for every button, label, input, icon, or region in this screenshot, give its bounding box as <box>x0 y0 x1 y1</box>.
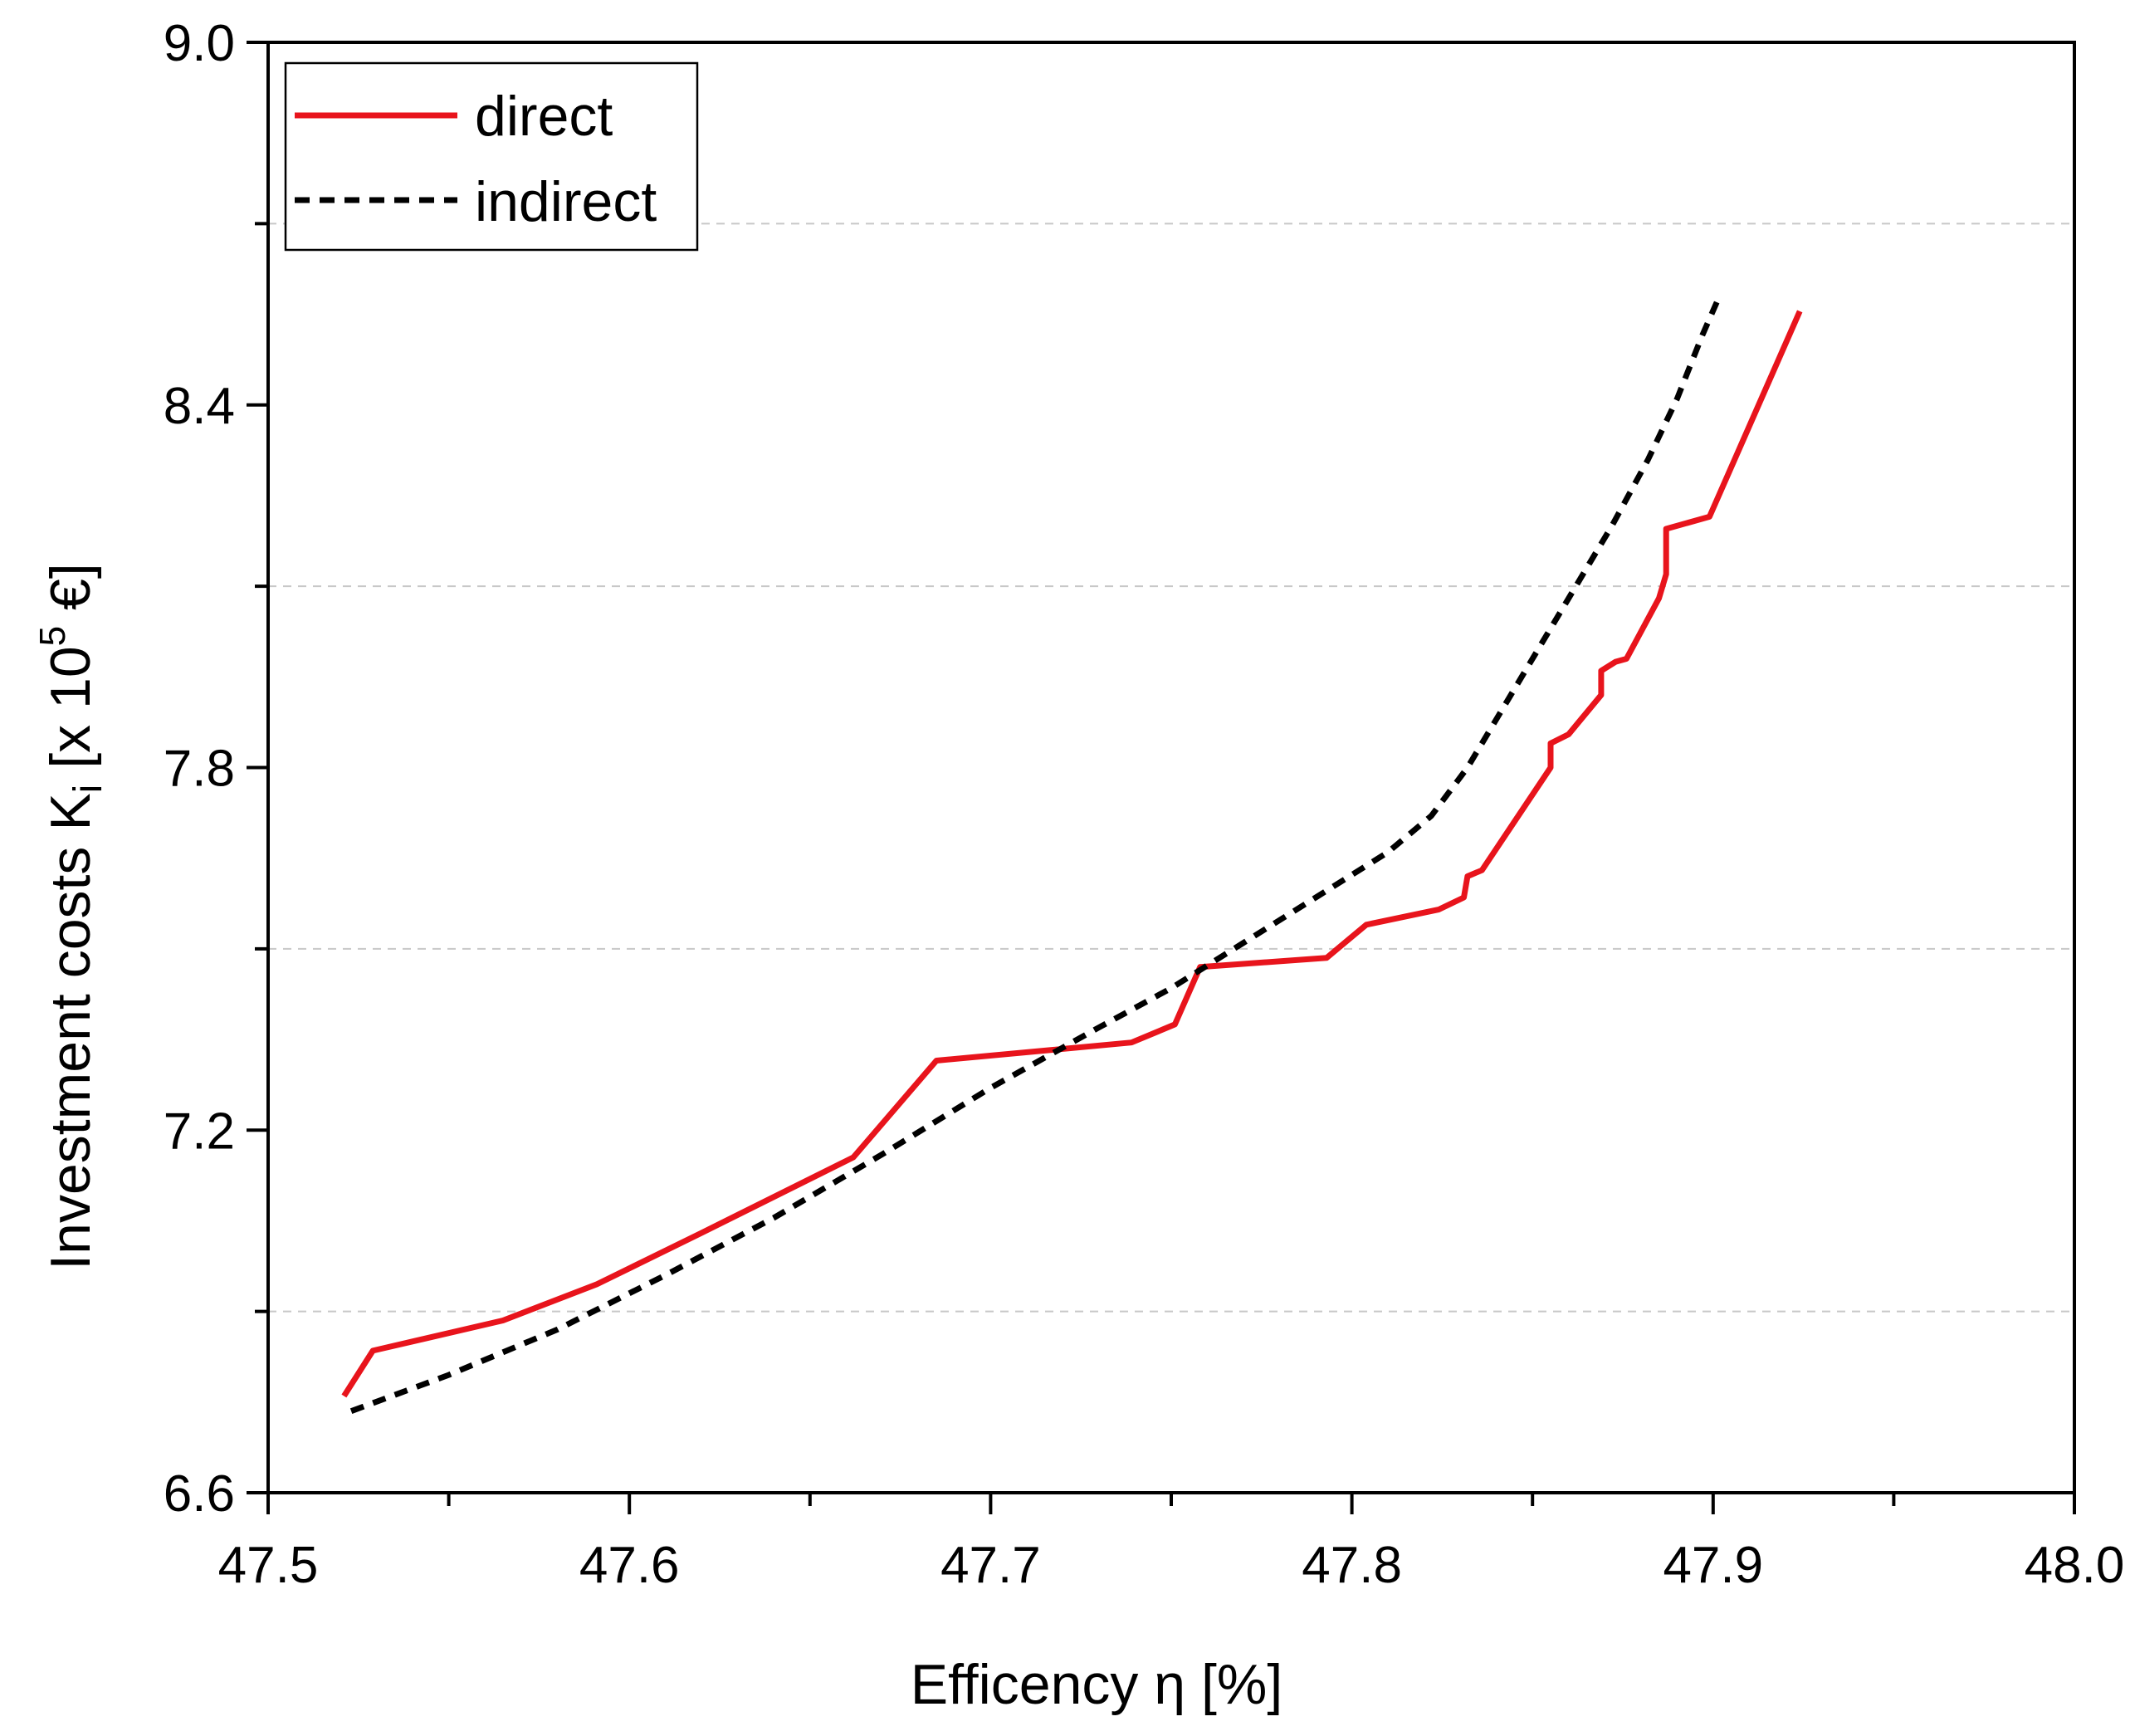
y-axis-title: Investment costs Ki [x 105 €] <box>32 563 110 1270</box>
x-tick-label: 47.9 <box>1663 1537 1763 1594</box>
y-tick-label: 8.4 <box>164 378 235 435</box>
x-tick-label: 48.0 <box>2025 1537 2125 1594</box>
series-layer <box>341 301 1803 1414</box>
tick-labels-layer: 47.5 47.6 47.7 47.8 47.9 48.0 6.6 7.2 7.8 8.4 9.0 <box>164 15 2125 1594</box>
plot-frame <box>266 41 2076 1494</box>
y-axis-title-superscript: 5 <box>32 626 73 646</box>
y-tick-label: 9.0 <box>164 15 235 72</box>
y-axis-title-unit: €] <box>39 563 102 626</box>
x-axis-title: Efficency η [%] <box>911 1653 1283 1716</box>
y-axis-title-main: Investment costs K <box>39 793 102 1269</box>
y-tick-label: 7.8 <box>164 741 235 798</box>
axes-layer <box>266 41 2076 1494</box>
y-tick-label: 6.6 <box>164 1465 235 1523</box>
series-line-indirect <box>349 301 1720 1414</box>
y-axis-title-rest: [x 10 <box>39 646 102 784</box>
grid-layer <box>268 223 2074 1313</box>
x-tick-label: 47.8 <box>1302 1537 1402 1594</box>
y-tick-label: 7.2 <box>164 1103 235 1160</box>
legend: direct indirect <box>284 61 699 252</box>
legend-label-indirect: indirect <box>475 170 657 233</box>
legend-box <box>284 61 699 252</box>
series-line-direct <box>341 310 1803 1398</box>
y-axis-title-subscript: i <box>66 785 110 794</box>
ticks-layer <box>247 41 2076 1514</box>
x-tick-label: 47.5 <box>218 1537 319 1594</box>
x-tick-label: 47.6 <box>579 1537 680 1594</box>
legend-label-direct: direct <box>475 85 613 148</box>
x-tick-label: 47.7 <box>940 1537 1041 1594</box>
